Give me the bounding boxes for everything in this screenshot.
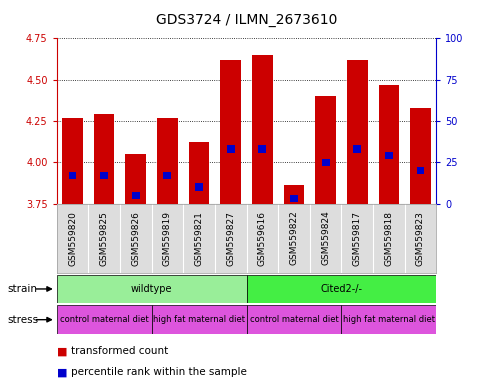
Text: ■: ■ [57,346,67,356]
Bar [132,192,140,199]
Text: GSM559820: GSM559820 [68,211,77,265]
Bar [353,145,361,153]
Bar [157,118,177,204]
Bar [258,145,266,153]
Bar [164,172,172,179]
Text: Cited2-/-: Cited2-/- [320,284,362,294]
Bar [195,183,203,191]
Text: GSM559616: GSM559616 [258,210,267,266]
Text: strain: strain [7,284,37,294]
Text: high fat maternal diet: high fat maternal diet [343,315,435,324]
Bar [246,275,436,303]
Text: control maternal diet: control maternal diet [249,315,338,324]
Text: high fat maternal diet: high fat maternal diet [153,315,245,324]
Bar [57,305,152,334]
Text: GSM559824: GSM559824 [321,211,330,265]
Text: wildtype: wildtype [131,284,173,294]
Text: GSM559817: GSM559817 [352,210,362,266]
Bar [246,305,341,334]
Bar [69,172,76,179]
Bar [410,108,431,204]
Text: percentile rank within the sample: percentile rank within the sample [71,367,247,377]
Bar [189,142,210,204]
Text: GSM559825: GSM559825 [100,211,108,265]
Text: stress: stress [7,314,38,325]
Text: GSM559823: GSM559823 [416,211,425,265]
Bar [126,154,146,204]
Bar [57,275,246,303]
Bar [152,305,246,334]
Text: GSM559818: GSM559818 [385,210,393,266]
Bar [321,159,329,166]
Bar [220,60,241,204]
Bar [94,114,114,204]
Text: GSM559826: GSM559826 [131,211,141,265]
Bar [347,60,367,204]
Bar [227,145,235,153]
Text: GSM559822: GSM559822 [289,211,298,265]
Text: ■: ■ [57,367,67,377]
Bar [62,118,83,204]
Bar [100,172,108,179]
Text: GSM559819: GSM559819 [163,210,172,266]
Text: GSM559827: GSM559827 [226,211,235,265]
Bar [252,55,273,204]
Text: control maternal diet: control maternal diet [60,315,148,324]
Bar [316,96,336,204]
Text: transformed count: transformed count [71,346,169,356]
Bar [283,185,304,204]
Bar [385,152,393,159]
Text: GDS3724 / ILMN_2673610: GDS3724 / ILMN_2673610 [156,13,337,27]
Bar [290,195,298,202]
Bar [341,305,436,334]
Bar [379,84,399,204]
Bar [417,167,424,174]
Text: GSM559821: GSM559821 [195,211,204,265]
